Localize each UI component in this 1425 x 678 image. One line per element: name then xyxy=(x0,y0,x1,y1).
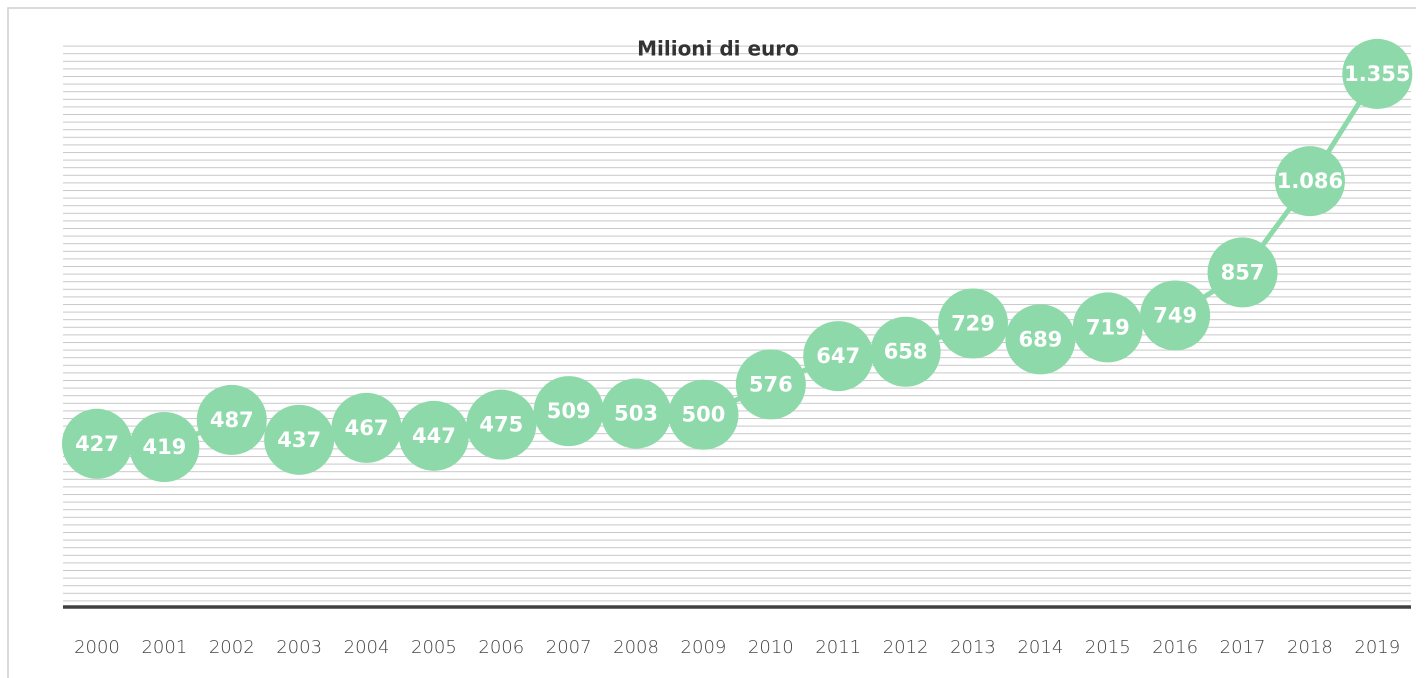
point xyxy=(61,408,132,479)
x-tick-label: 2012 xyxy=(883,637,929,658)
point xyxy=(1342,38,1413,109)
x-tick-label: 2004 xyxy=(344,637,390,658)
x-tick-label: 2010 xyxy=(748,637,794,658)
point xyxy=(870,316,941,387)
point xyxy=(533,376,604,447)
data-label: 475 xyxy=(479,413,523,437)
data-label: 467 xyxy=(345,416,389,440)
x-tick-label: 2016 xyxy=(1152,637,1198,658)
x-tick-label: 2002 xyxy=(209,637,255,658)
point xyxy=(803,321,874,392)
point xyxy=(264,404,335,475)
data-label: 503 xyxy=(614,402,658,426)
point xyxy=(129,411,200,482)
x-tick-label: 2019 xyxy=(1354,637,1400,658)
data-label: 729 xyxy=(951,311,995,335)
x-tick-label: 2018 xyxy=(1287,637,1333,658)
data-label: 437 xyxy=(277,428,321,452)
data-label: 749 xyxy=(1153,303,1197,327)
point xyxy=(398,400,469,471)
data-label: 658 xyxy=(884,340,928,364)
point xyxy=(668,379,739,450)
data-label: 1.086 xyxy=(1277,169,1343,193)
x-tick-label: 2005 xyxy=(411,637,457,658)
point xyxy=(466,389,537,460)
point xyxy=(735,349,806,420)
x-tick-label: 2000 xyxy=(74,637,120,658)
data-label: 689 xyxy=(1018,327,1062,351)
x-tick-label: 2015 xyxy=(1085,637,1131,658)
data-label: 419 xyxy=(142,435,186,459)
data-label: 427 xyxy=(75,432,119,456)
x-tick-label: 2001 xyxy=(141,637,187,658)
x-tick-label: 2011 xyxy=(815,637,861,658)
x-tick-label: 2017 xyxy=(1220,637,1266,658)
x-tick-label: 2014 xyxy=(1017,637,1063,658)
point xyxy=(1274,146,1345,217)
x-tick-label: 2006 xyxy=(478,637,524,658)
data-label: 509 xyxy=(547,399,591,423)
x-tick-label: 2003 xyxy=(276,637,322,658)
x-tick-label: 2009 xyxy=(681,637,727,658)
point xyxy=(331,392,402,463)
chart-title: Milioni di euro xyxy=(637,37,799,61)
data-label: 1.355 xyxy=(1344,62,1410,86)
data-label: 447 xyxy=(412,424,456,448)
data-label: 576 xyxy=(749,372,793,396)
x-tick-label: 2013 xyxy=(950,637,996,658)
x-tick-label: 2008 xyxy=(613,637,659,658)
data-label: 487 xyxy=(210,408,254,432)
data-label: 500 xyxy=(682,403,726,427)
point xyxy=(1140,280,1211,351)
data-label: 647 xyxy=(816,344,860,368)
point xyxy=(601,378,672,449)
frame xyxy=(7,7,1416,678)
data-label: 857 xyxy=(1221,260,1265,284)
x-tick-label: 2007 xyxy=(546,637,592,658)
point xyxy=(196,384,267,455)
point xyxy=(1005,304,1076,375)
point xyxy=(1072,292,1143,363)
point xyxy=(1207,237,1278,308)
plot-background xyxy=(63,44,1411,607)
data-label: 719 xyxy=(1086,315,1130,339)
point xyxy=(937,288,1008,359)
